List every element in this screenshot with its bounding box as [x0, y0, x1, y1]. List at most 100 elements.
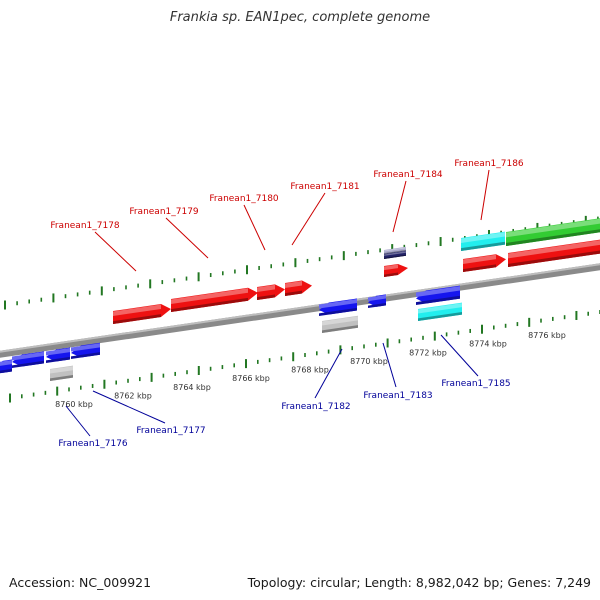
- gene-highlight: [257, 284, 275, 292]
- gene-franean1-7179: [171, 287, 258, 312]
- gene-shadow: [384, 249, 406, 254]
- scale-labels: 8760 kbp 8762 kbp 8764 kbp 8766 kbp 8768 kbp…: [55, 331, 566, 409]
- gene-small-dark: [384, 250, 406, 259]
- gene-shadow: [461, 241, 505, 251]
- gene-green: [506, 218, 600, 246]
- gene-shadow: [418, 311, 462, 321]
- gene-label: Franean1_7179: [129, 207, 209, 259]
- gene-shadow: [463, 264, 496, 272]
- gene-highlight: [46, 348, 70, 356]
- gene-shadow: [12, 360, 44, 368]
- gene-shadow: [416, 295, 460, 305]
- gene-highlight: [12, 351, 44, 361]
- scale-label: 8770 kbp: [350, 357, 388, 366]
- gene-highlight: [418, 303, 462, 314]
- gene-shadow: [0, 368, 12, 374]
- scale-label: 8776 kbp: [528, 331, 566, 340]
- gene-highlight: [0, 360, 12, 366]
- gene-label-text: Franean1_7184: [373, 170, 443, 180]
- gene-franean1-7177: [71, 342, 100, 359]
- gene-label: Franean1_7185: [440, 334, 511, 389]
- gene-shadow: [285, 290, 302, 296]
- gene-shadow: [384, 254, 406, 259]
- gene-highlight: [322, 316, 358, 326]
- gene-label-text: Franean1_7186: [454, 159, 524, 169]
- gene-label-text: Franean1_7177: [136, 426, 205, 436]
- gene-highlight: [285, 281, 302, 288]
- gene-franean1-7183: [368, 294, 386, 308]
- gene-franean1-7176: [46, 347, 70, 363]
- leader-line: [65, 405, 91, 437]
- gene-highlight: [463, 254, 496, 264]
- gene-franean1-7186: [463, 254, 506, 272]
- gene-label: Franean1_7184: [373, 170, 443, 233]
- gene-features: [0, 218, 600, 381]
- genome-backbone: [0, 263, 600, 358]
- topology-label: Topology: circular; Length: 8,982,042 bp…: [247, 575, 591, 590]
- scale-label: 8772 kbp: [409, 348, 447, 357]
- gene-label: Franean1_7180: [209, 194, 279, 251]
- gene-shadow: [322, 325, 358, 333]
- gene-shadow: [508, 250, 600, 267]
- gene-blue-right: [416, 285, 460, 305]
- leader-line: [480, 169, 490, 221]
- gene-small-grey-top: [384, 246, 406, 254]
- gene-shadow: [257, 294, 275, 300]
- gene-shadow: [71, 352, 100, 359]
- leader-line: [392, 180, 407, 233]
- gene-blue-left-2: [12, 351, 44, 368]
- gene-shadow: [113, 314, 161, 324]
- gene-highlight: [50, 366, 73, 374]
- gene-highlight: [171, 288, 248, 304]
- gene-shadow: [319, 307, 357, 316]
- scale-label: 8766 kbp: [232, 374, 270, 383]
- gene-label-text: Franean1_7183: [363, 391, 432, 401]
- gene-highlight: [319, 298, 357, 309]
- gene-highlight: [384, 251, 406, 256]
- leader-line: [291, 192, 326, 246]
- scale-label: 8764 kbp: [173, 383, 211, 392]
- gene-highlight: [368, 294, 386, 302]
- gene-highlight: [506, 218, 600, 238]
- gene-label-text: Franean1_7176: [58, 439, 128, 449]
- gene-franean1-7182: [319, 298, 357, 316]
- gene-label: Franean1_7186: [454, 159, 524, 221]
- gene-shadow: [384, 272, 398, 277]
- gene-shadow: [46, 356, 70, 363]
- backbone-highlight: [0, 263, 600, 353]
- gene-franean1-7180: [257, 284, 285, 300]
- gene-highlight: [461, 232, 505, 243]
- gene-label: Franean1_7176: [58, 405, 128, 449]
- gene-shadow: [368, 302, 386, 308]
- gene-labels: Franean1_7178 Franean1_7179 Franean1_7180 F…: [50, 159, 524, 449]
- leader-line: [92, 390, 166, 424]
- gene-blue-left-1: [0, 359, 12, 374]
- gene-franean1-7185: [418, 302, 462, 321]
- leader-line: [314, 348, 343, 399]
- gene-shadow: [50, 375, 73, 381]
- gene-label: Franean1_7181: [290, 182, 360, 246]
- gene-franean1-7181: [285, 280, 312, 296]
- leader-line: [243, 204, 266, 251]
- gene-shadow: [171, 297, 248, 312]
- leader-line: [94, 231, 137, 272]
- gene-franean1-7184: [384, 263, 408, 277]
- bottom-tick-row: [9, 310, 600, 403]
- gene-grey-left: [50, 365, 73, 381]
- gene-highlight: [416, 286, 460, 297]
- gene-highlight: [384, 247, 406, 252]
- leader-line: [165, 217, 209, 259]
- leader-line: [440, 334, 479, 377]
- genome-title: Frankia sp. EAN1pec, complete genome: [169, 10, 431, 25]
- gene-highlight: [508, 240, 600, 259]
- gene-cyan-top: [461, 231, 505, 251]
- gene-label: Franean1_7183: [363, 342, 433, 401]
- accession-label: Accession: NC_009921: [9, 575, 152, 590]
- scale-label: 8774 kbp: [469, 340, 507, 349]
- gene-label: Franean1_7177: [92, 390, 206, 436]
- gene-label-text: Franean1_7182: [281, 402, 350, 412]
- leader-line: [382, 342, 397, 388]
- gene-label-text: Franean1_7185: [441, 379, 510, 389]
